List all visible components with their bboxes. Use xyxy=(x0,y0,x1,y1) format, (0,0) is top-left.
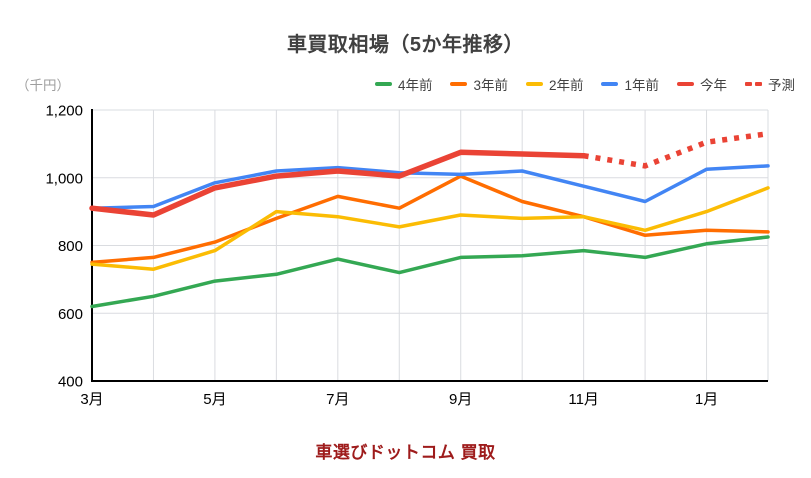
series-line-4-years-ago xyxy=(90,235,770,309)
legend-label-forecast: 予測 xyxy=(768,78,795,93)
series-line-2-years-ago xyxy=(90,186,770,271)
legend-label-this-year: 今年 xyxy=(700,78,727,93)
chart-legend: 4年前 3年前 2年前 1年前 今年 予測 xyxy=(374,74,795,94)
x-tick-label: 9月 xyxy=(449,391,472,408)
axes xyxy=(91,109,768,382)
y-tick-label: 800 xyxy=(58,238,83,255)
legend-item-3-years-ago: 3年前 xyxy=(450,74,508,94)
footer-brand: 車選びドットコム 買取 xyxy=(315,443,496,462)
series-line-forecast xyxy=(583,130,769,169)
legend-swatch-1-year-ago-icon xyxy=(601,82,619,86)
series-line-3-years-ago xyxy=(90,174,770,265)
legend-label-2-years-ago: 2年前 xyxy=(548,78,584,93)
chart-title: 車買取相場（5か年推移） xyxy=(286,34,525,56)
y-tick-label: 1,000 xyxy=(45,170,83,187)
series-line-1-year-ago xyxy=(90,164,770,210)
y-axis-tick-labels: 400 600 800 1,000 1,200 xyxy=(45,103,83,391)
legend-item-1-year-ago: 1年前 xyxy=(601,74,659,94)
x-tick-label: 7月 xyxy=(326,391,349,408)
y-axis-unit-label: （千円） xyxy=(16,78,70,93)
grid-lines xyxy=(92,109,769,381)
legend-swatch-2-years-ago-icon xyxy=(525,82,543,86)
y-tick-label: 400 xyxy=(58,374,83,391)
y-tick-label: 1,200 xyxy=(45,103,83,120)
legend-swatch-this-year-icon xyxy=(677,82,694,86)
legend-label-1-year-ago: 1年前 xyxy=(624,78,659,93)
legend-item-this-year: 今年 xyxy=(677,74,727,94)
x-axis-tick-labels: 3月 5月 7月 9月 11月 1月 xyxy=(80,391,718,408)
series-line-this-year xyxy=(89,149,587,218)
legend-item-forecast: 予測 xyxy=(745,74,795,94)
legend-swatch-3-years-ago-icon xyxy=(450,82,468,86)
x-tick-label: 3月 xyxy=(80,391,103,408)
x-tick-label: 11月 xyxy=(568,391,599,408)
legend-label-4-years-ago: 4年前 xyxy=(397,78,433,93)
legend-item-2-years-ago: 2年前 xyxy=(525,74,584,94)
y-tick-label: 600 xyxy=(58,306,83,323)
legend-swatch-4-years-ago-icon xyxy=(374,82,392,86)
x-tick-label: 5月 xyxy=(203,391,226,408)
legend-label-3-years-ago: 3年前 xyxy=(473,78,508,93)
x-tick-label: 1月 xyxy=(695,391,718,408)
legend-swatch-forecast-icon xyxy=(745,82,762,86)
legend-item-4-years-ago: 4年前 xyxy=(374,74,433,94)
